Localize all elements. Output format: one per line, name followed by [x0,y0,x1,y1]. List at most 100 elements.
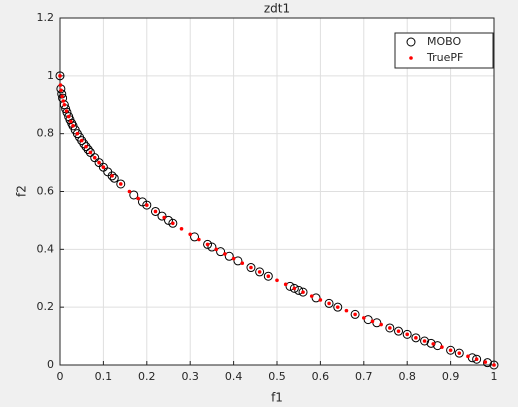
x-tick-label: 1 [491,370,498,383]
point [344,308,349,313]
point [275,278,279,283]
point [370,319,375,324]
x-tick-label: 0.1 [95,370,113,383]
point [402,329,412,339]
point [394,326,404,336]
point [263,271,273,281]
x-tick-label: 0.8 [398,370,416,383]
x-tick-label: 0.7 [355,370,373,383]
point [448,348,453,353]
point [157,211,167,221]
point [482,358,492,368]
point [492,363,496,367]
point [92,155,97,160]
chart-title: zdt1 [264,2,290,16]
point [136,196,140,201]
y-tick-label: 0.8 [37,127,55,140]
point [197,237,201,242]
point [283,282,288,287]
x-axis-label: f1 [271,391,283,405]
point [127,189,132,194]
point [309,294,314,298]
point [110,174,114,178]
y-tick-label: 1 [47,69,54,82]
point [207,242,217,252]
point [350,309,360,319]
point [420,336,430,346]
y-tick-label: 0 [47,358,54,371]
point [69,119,73,124]
point [129,190,139,200]
point [145,203,149,207]
point [205,242,210,247]
point [62,102,67,107]
point [79,139,89,149]
point [396,329,401,333]
point [142,200,152,210]
point [431,342,436,346]
point [81,142,91,152]
point [240,261,245,266]
point [66,114,71,119]
point [75,131,80,136]
point [379,322,383,327]
axes-box [59,17,495,366]
point [298,287,308,297]
point [84,144,88,149]
point [318,298,323,302]
point [335,305,340,309]
legend-label: MOBO [427,35,462,48]
point [162,215,166,220]
point [109,173,119,183]
point [388,326,392,330]
x-tick-label: 0.5 [268,370,286,383]
point [483,360,488,364]
point [79,138,84,143]
point [454,348,464,358]
point [58,83,63,87]
legend-marker [409,56,413,60]
point [466,354,470,359]
point [411,333,421,343]
point [292,286,297,291]
point [153,209,158,214]
point [249,265,253,270]
y-tick-label: 0.4 [37,242,55,255]
point [327,301,331,306]
point [64,109,69,113]
legend-label: TruePF [426,51,463,64]
point [190,232,200,242]
point [353,312,357,317]
point [426,338,436,348]
point [385,323,395,333]
point [257,270,262,274]
point [118,182,123,186]
point [107,171,117,181]
point [446,345,456,355]
x-tick-label: 0.4 [225,370,243,383]
x-tick-label: 0.9 [442,370,460,383]
x-tick-label: 0.3 [181,370,199,383]
point [405,332,410,337]
point [216,247,226,257]
point [150,206,160,216]
point [457,351,462,355]
point [422,339,427,343]
point [214,247,219,252]
point [231,256,236,261]
y-tick-label: 1.2 [37,11,55,24]
point [414,336,418,340]
point [255,267,265,277]
point [266,274,271,279]
point [83,145,93,155]
point [168,218,178,228]
point [246,263,256,273]
point [233,256,243,266]
point [324,298,334,308]
point [440,345,444,349]
legend-marker [406,37,416,47]
point [203,239,213,249]
point [171,221,175,226]
point [333,302,343,312]
